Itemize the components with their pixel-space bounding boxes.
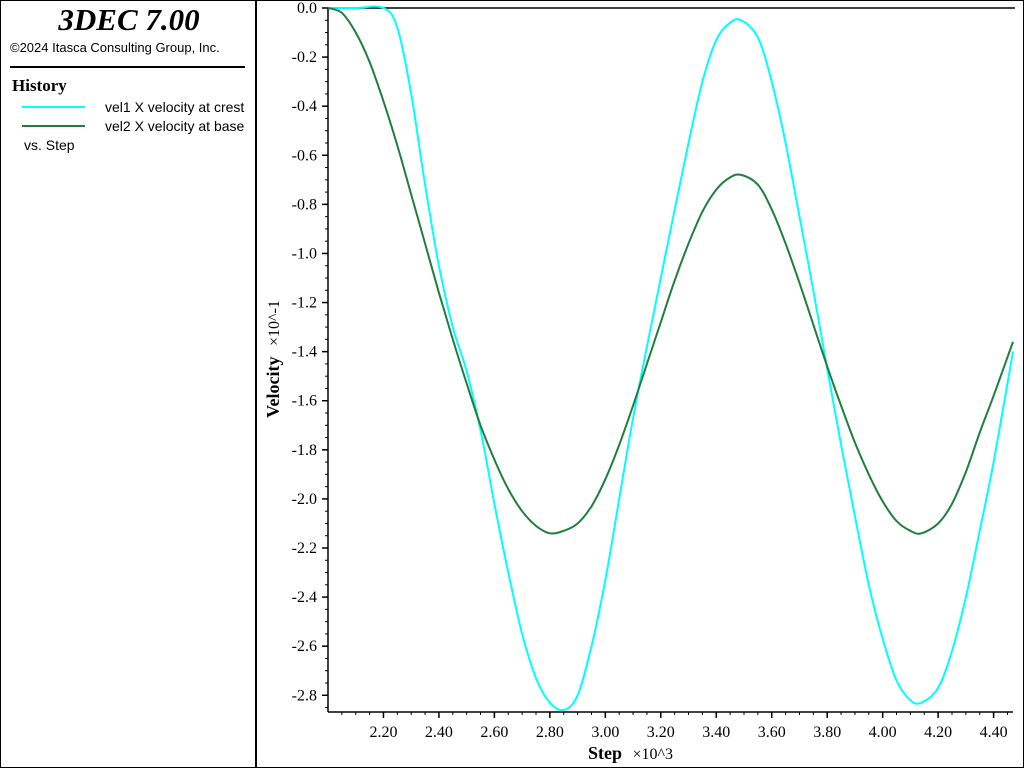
x-tick-label: 3.40 — [702, 724, 730, 741]
x-axis: 2.20 2.40 2.60 2.80 3.00 3.20 3.40 3.60 3.80 4.00… — [328, 711, 1013, 741]
series-layer — [327, 5, 1014, 712]
y-tick-label: -2.6 — [292, 638, 317, 655]
x-tick-label: 3.20 — [647, 724, 675, 741]
x-tick-label: 3.60 — [758, 724, 786, 741]
x-axis-scale-text: ×10^3 — [632, 746, 673, 763]
y-tick-label: -1.0 — [292, 245, 317, 262]
x-tick-label: 2.20 — [369, 724, 397, 741]
y-axis: 0.0 -0.2 -0.4 -0.6 -0.8 -1.0 -1.2 -1.4 -1.6 -1.8 -… — [292, 0, 329, 712]
x-tick-label: 2.80 — [536, 724, 564, 741]
y-tick-label: -1.8 — [292, 442, 317, 459]
y-tick-label: -0.4 — [292, 98, 317, 115]
y-tick-label: -0.8 — [292, 196, 317, 213]
vs-step-label: vs. Step — [24, 137, 75, 153]
y-tick-label: -2.2 — [292, 540, 317, 557]
y-tick-label: -0.6 — [292, 147, 317, 164]
x-tick-label: 4.20 — [924, 724, 952, 741]
x-tick-label: 4.00 — [869, 724, 897, 741]
legend-swatch-crest — [22, 106, 85, 108]
y-tick-label: -2.4 — [292, 589, 317, 606]
y-tick-label: -0.2 — [292, 49, 317, 66]
y-axis-title-text: Velocity — [263, 357, 283, 418]
y-axis-scale-text: ×10^-1 — [266, 300, 283, 346]
legend-item-base: vel2 X velocity at base — [22, 117, 244, 135]
legend-heading: History — [12, 76, 67, 95]
title-divider — [10, 66, 245, 68]
legend-label-crest: vel1 X velocity at crest — [105, 99, 245, 115]
x-axis-title: Step ×10^3 — [588, 743, 673, 763]
app-title: 3DEC 7.00 — [58, 2, 200, 37]
legend-label-base: vel2 X velocity at base — [105, 118, 245, 134]
legend-panel: 3DEC 7.00 ©2024 Itasca Consulting Group,… — [0, 0, 255, 768]
y-tick-label: -2.8 — [292, 687, 317, 704]
x-tick-label: 4.40 — [980, 724, 1008, 741]
x-tick-label: 2.40 — [425, 724, 453, 741]
series-line-base — [327, 7, 1014, 535]
y-axis-title: Velocity ×10^-1 — [263, 300, 283, 418]
x-tick-label: 3.80 — [813, 724, 841, 741]
y-tick-label: -2.0 — [292, 491, 317, 508]
y-tick-label: 0.0 — [297, 0, 317, 17]
x-tick-label: 3.00 — [591, 724, 619, 741]
x-tick-label: 2.60 — [480, 724, 508, 741]
y-tick-label: -1.4 — [292, 344, 317, 361]
legend-item-crest: vel1 X velocity at crest — [22, 98, 244, 116]
series-line-crest — [327, 5, 1014, 712]
velocity-plot: 0.0 -0.2 -0.4 -0.6 -0.8 -1.0 -1.2 -1.4 -1.6 -1.8 -… — [263, 0, 1015, 763]
x-axis-title-text: Step — [588, 743, 622, 763]
copyright-text: ©2024 Itasca Consulting Group, Inc. — [10, 40, 220, 55]
y-tick-label: -1.6 — [292, 393, 317, 410]
panel-divider — [255, 0, 257, 768]
y-tick-label: -1.2 — [292, 295, 317, 312]
legend-swatch-base — [22, 125, 85, 127]
